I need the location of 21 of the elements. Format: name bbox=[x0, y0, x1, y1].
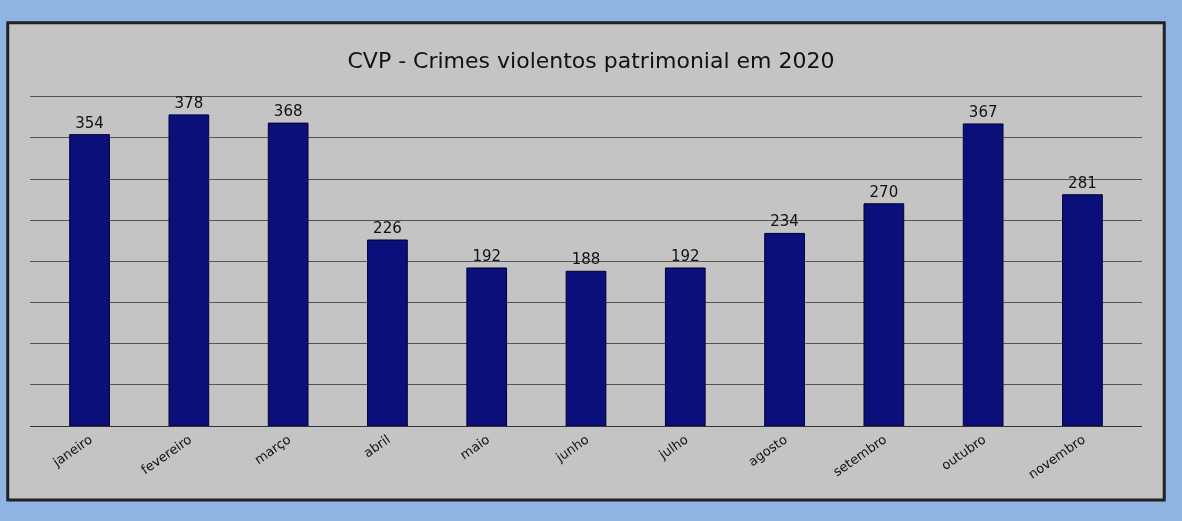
bar bbox=[1062, 194, 1103, 426]
data-label: 270 bbox=[869, 182, 899, 201]
bar bbox=[267, 122, 309, 426]
bar bbox=[466, 267, 508, 426]
bar bbox=[764, 232, 805, 426]
bar bbox=[664, 267, 706, 426]
bar bbox=[962, 123, 1004, 426]
data-label: 192 bbox=[472, 246, 502, 265]
bar bbox=[367, 239, 408, 426]
data-label: 226 bbox=[373, 218, 402, 237]
data-label: 354 bbox=[75, 113, 104, 132]
data-label: 192 bbox=[670, 246, 700, 265]
bar bbox=[863, 203, 905, 426]
bar bbox=[565, 270, 607, 426]
chart-title: CVP - Crimes violentos patrimonial em 2020 bbox=[347, 47, 835, 73]
data-label: 378 bbox=[174, 93, 204, 112]
bar bbox=[168, 114, 210, 426]
data-label: 368 bbox=[273, 102, 303, 121]
data-label: 367 bbox=[968, 102, 998, 121]
x-tick-label: maio bbox=[457, 431, 493, 463]
bar bbox=[69, 134, 110, 426]
